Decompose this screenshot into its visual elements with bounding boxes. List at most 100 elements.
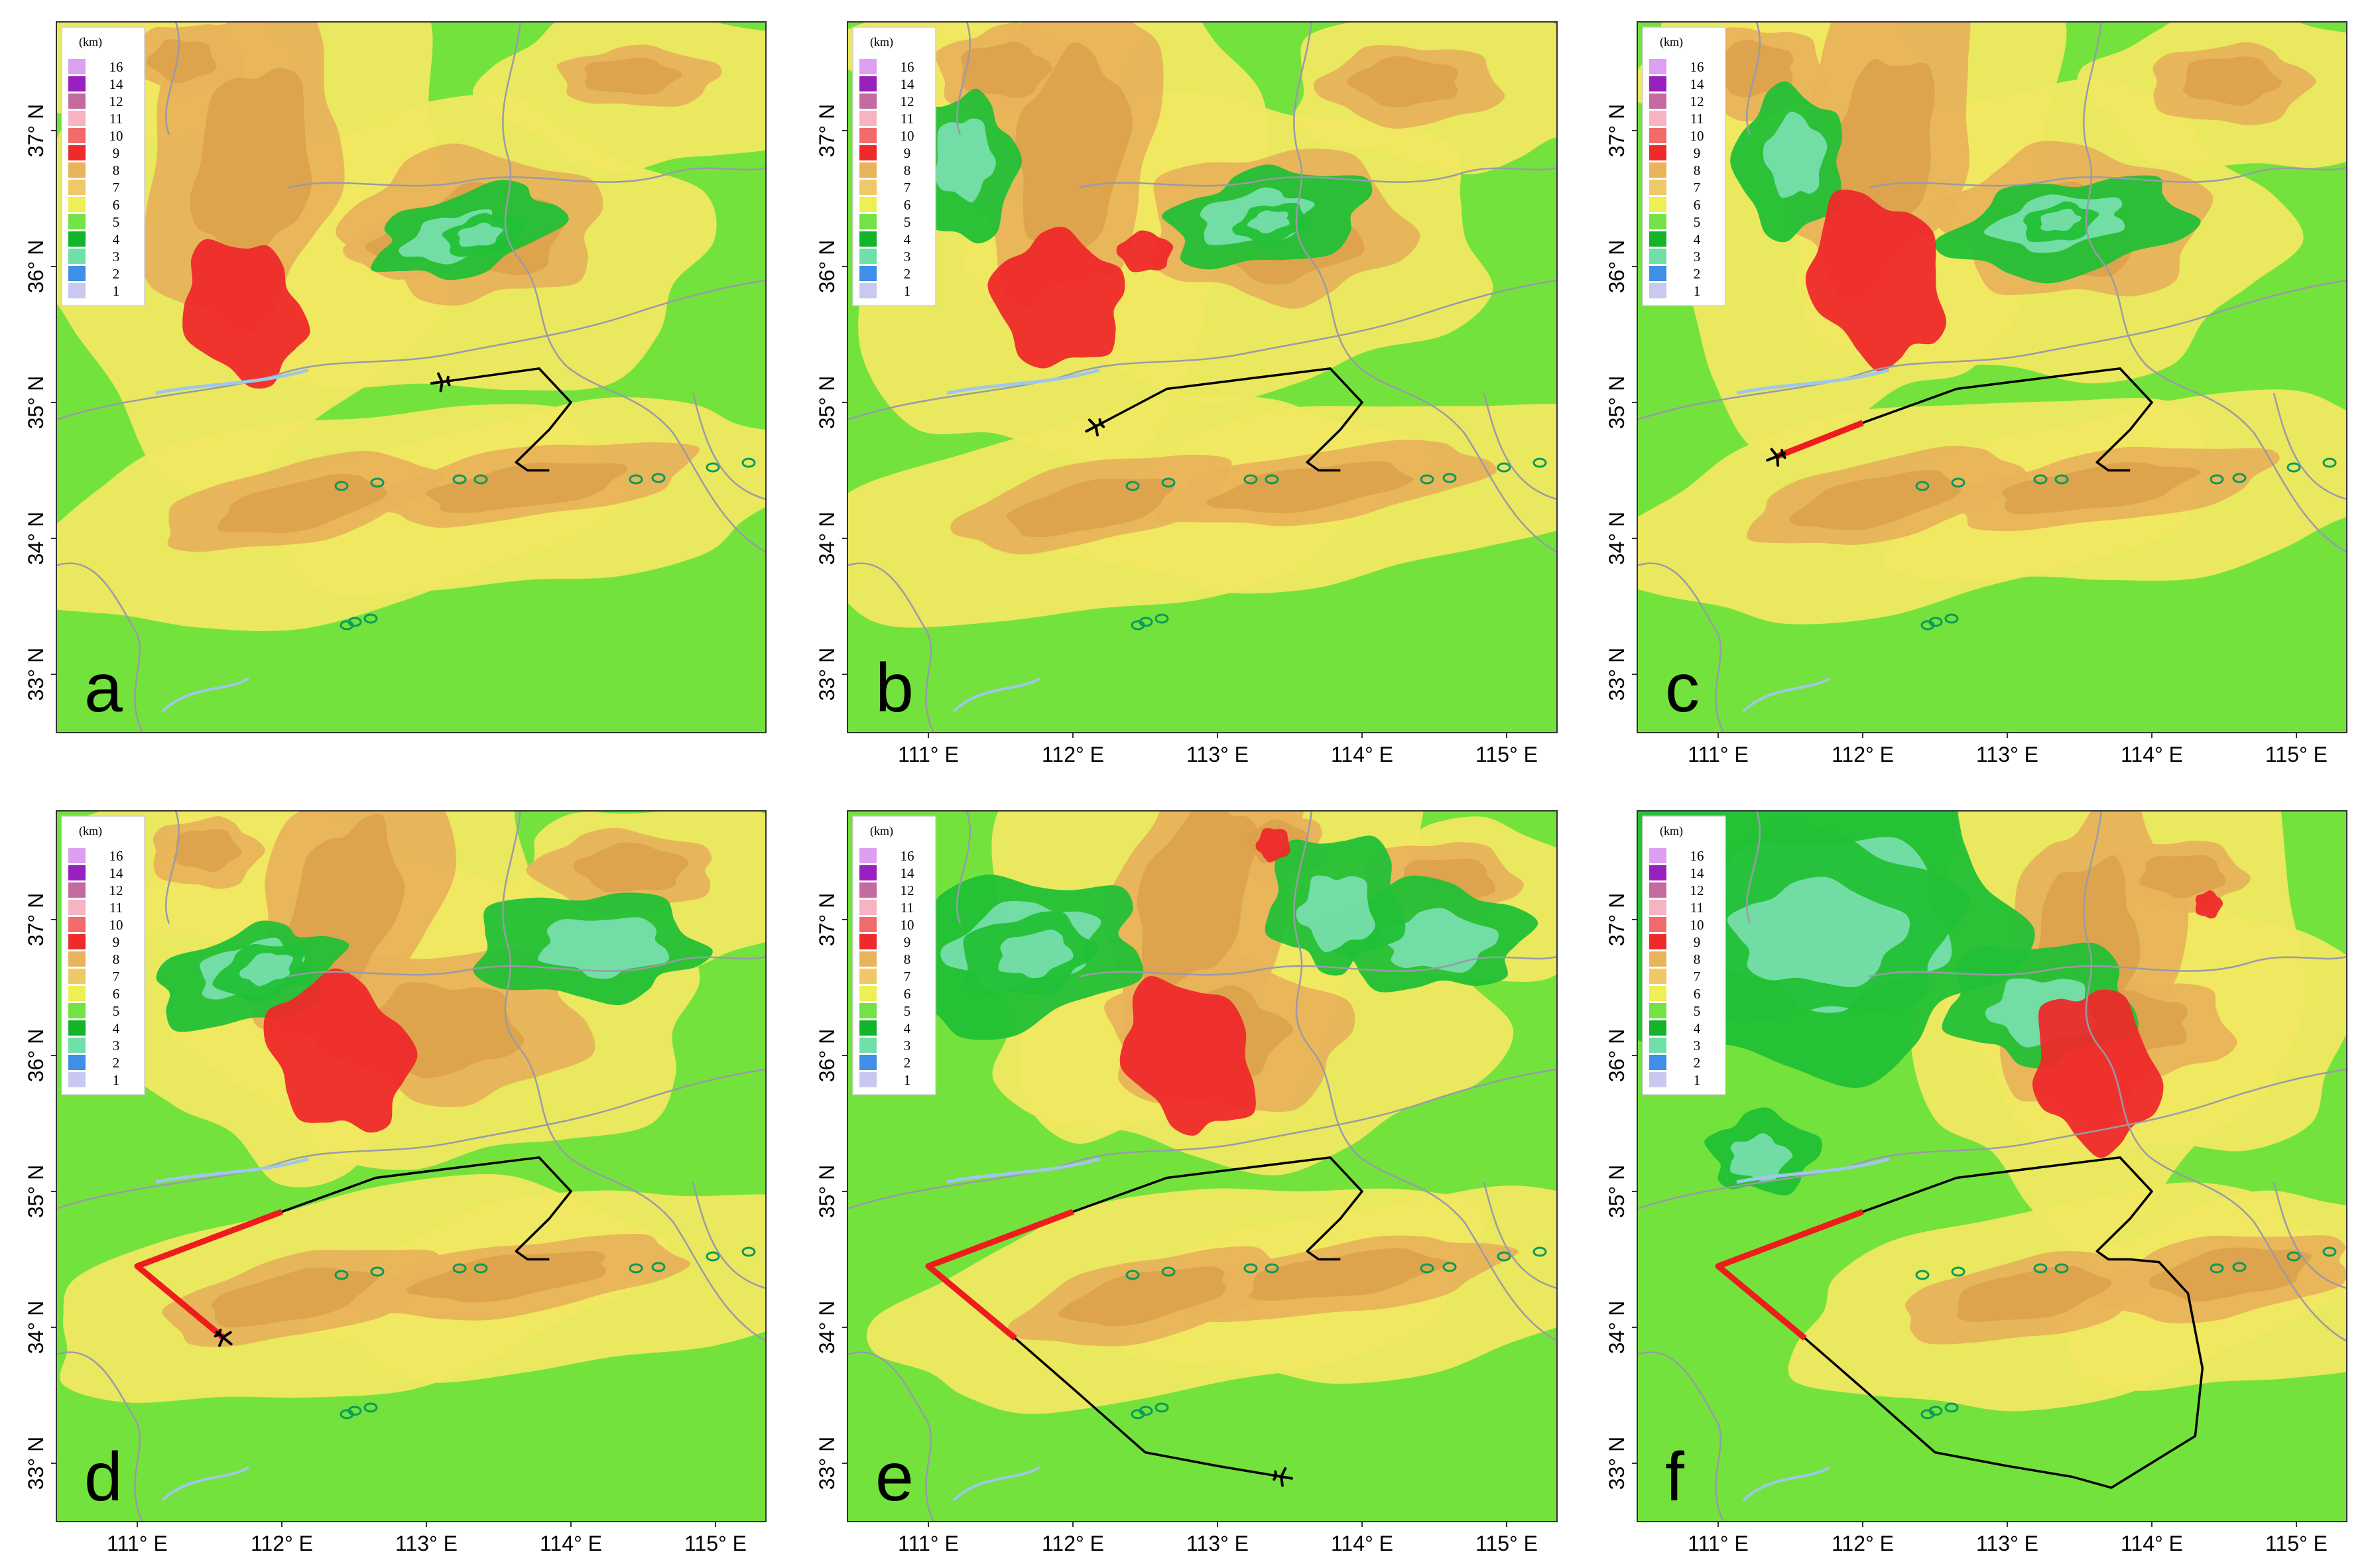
echo-top-region-8km-core <box>961 41 1053 98</box>
echo-top-region-8km-core <box>190 68 312 273</box>
legend-swatch <box>68 145 86 160</box>
legend-title: (km) <box>1660 35 1683 49</box>
echo-top-region-8km-core <box>405 1250 607 1303</box>
lon-tick-label: 114° E <box>2121 743 2183 766</box>
lat-tick-label: 35° N <box>1605 1165 1629 1218</box>
lat-tick-label: 35° N <box>815 376 839 429</box>
legend-swatch <box>859 162 877 178</box>
river <box>155 368 309 395</box>
legend-swatch <box>1649 249 1666 264</box>
river <box>161 1466 250 1502</box>
small-cell <box>370 477 385 488</box>
echo-top-region-9km <box>1255 828 1290 863</box>
province-border <box>1483 392 1557 501</box>
province-border <box>1637 1351 1725 1522</box>
legend-swatch <box>68 111 86 126</box>
legend-label: 4 <box>113 1020 120 1036</box>
legend-swatch <box>1649 1072 1666 1087</box>
lon-tick-label: 113° E <box>1186 743 1249 766</box>
lat-tick-label: 35° N <box>815 1165 839 1218</box>
legend-label: 2 <box>113 266 120 282</box>
lon-tick-label: 113° E <box>1976 1532 2038 1555</box>
legend-label: 3 <box>1694 1038 1701 1054</box>
echo-top-region-9km <box>987 227 1125 369</box>
legend-swatch <box>859 180 877 195</box>
province-border <box>566 366 766 554</box>
legend-swatch <box>68 180 86 195</box>
aircraft-icon <box>214 1329 233 1347</box>
legend-swatch <box>859 986 877 1001</box>
panel-label: b <box>875 650 914 727</box>
province-border <box>56 1068 766 1210</box>
lat-tick-label: 35° N <box>24 376 48 429</box>
legend-swatch <box>68 266 86 281</box>
legend-label: 11 <box>901 111 914 127</box>
province-border <box>502 22 568 367</box>
legend-swatch <box>1649 180 1666 195</box>
legend-swatch <box>68 249 86 264</box>
small-cell <box>347 617 362 627</box>
legend-label: 16 <box>109 848 123 864</box>
legend-label: 14 <box>901 76 915 92</box>
lat-tick-label: 33° N <box>815 1437 839 1490</box>
legend-swatch <box>859 848 877 863</box>
small-cell <box>2322 1246 2337 1257</box>
small-cell <box>2054 474 2069 485</box>
legend-swatch <box>68 865 86 880</box>
legend-label: 9 <box>113 934 120 950</box>
legend-swatch <box>68 197 86 212</box>
legend-label: 7 <box>113 969 120 985</box>
small-cell <box>473 474 488 485</box>
lat-tick-label: 37° N <box>815 104 839 157</box>
legend-label: 11 <box>901 900 914 916</box>
legend-swatch <box>68 1038 86 1053</box>
legend-label: 8 <box>1694 162 1701 178</box>
river <box>161 677 250 713</box>
echo-top-region-8km-core <box>1206 461 1414 514</box>
province-border <box>956 811 971 924</box>
legend-label: 9 <box>1694 934 1701 950</box>
track-highlight-segment <box>1715 1209 1864 1341</box>
province-border <box>1293 22 1359 367</box>
echo-top-region-8km-core <box>211 1267 379 1328</box>
echo-top-region-9km <box>1805 190 1947 372</box>
legend-label: 11 <box>1690 900 1704 916</box>
echo-top-region-8km-core <box>2139 855 2226 898</box>
province-border <box>1637 562 1725 733</box>
track-highlight-segment <box>925 1209 1074 1341</box>
province-border <box>1079 955 1557 978</box>
lat-tick-label: 36° N <box>24 240 48 293</box>
legend-swatch <box>1649 986 1666 1001</box>
legend-label: 9 <box>904 934 911 950</box>
river <box>952 1466 1041 1502</box>
small-cell <box>1497 1251 1511 1262</box>
small-cell <box>2286 1251 2301 1262</box>
legend-label: 5 <box>1694 1003 1701 1019</box>
legend-swatch <box>1649 93 1666 109</box>
small-cell <box>1420 1263 1434 1274</box>
panel-label: e <box>875 1439 914 1516</box>
legend-label: 8 <box>113 951 120 967</box>
legend-swatch <box>1649 848 1666 863</box>
legend-label: 12 <box>1690 882 1704 898</box>
lon-tick-label: 112° E <box>1042 1532 1104 1555</box>
legend-label: 6 <box>1694 986 1701 1002</box>
small-cell <box>1442 1262 1457 1272</box>
small-cell <box>1265 1263 1279 1274</box>
legend-label: 7 <box>904 969 911 985</box>
legend-label: 12 <box>109 882 123 898</box>
small-cell <box>2054 1263 2069 1274</box>
legend-label: 1 <box>904 283 911 299</box>
small-cell <box>363 613 378 624</box>
legend-label: 6 <box>113 197 120 213</box>
legend-label: 8 <box>113 162 120 178</box>
echo-top-region-8km-core <box>1006 479 1174 538</box>
small-cell <box>1125 481 1140 491</box>
legend-swatch <box>68 231 86 247</box>
province-border <box>847 1351 935 1522</box>
lat-tick-label: 37° N <box>815 893 839 946</box>
small-cell <box>363 1402 378 1413</box>
legend-swatch <box>68 900 86 915</box>
